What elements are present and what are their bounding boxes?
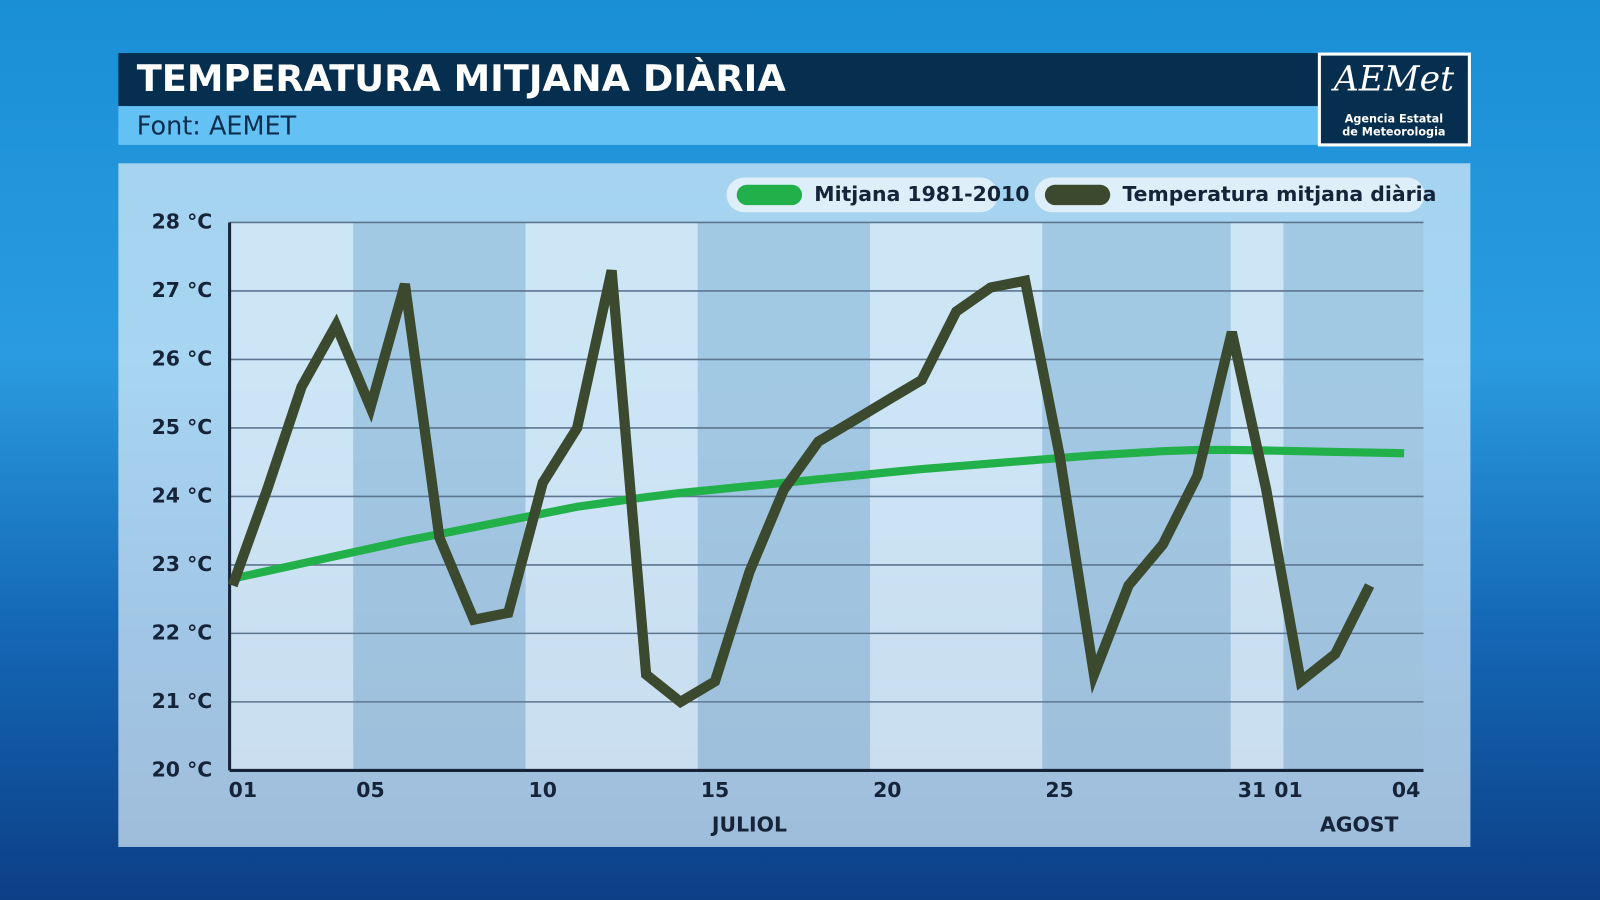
x-tick-label: 15 bbox=[701, 778, 729, 802]
logo-caption: Agencia Estatal bbox=[1345, 112, 1443, 125]
legend-label: Temperatura mitjana diària bbox=[1122, 182, 1436, 206]
legend: Mitjana 1981-2010 Temperatura mitjana dià… bbox=[726, 177, 1436, 213]
y-tick-label: 26 °C bbox=[152, 346, 213, 370]
x-tick-label: 01 bbox=[1274, 778, 1302, 802]
title-bar bbox=[118, 53, 1319, 107]
x-tick-label: 10 bbox=[529, 778, 557, 802]
legend-item bbox=[1034, 177, 1425, 213]
x-tick-label: 20 bbox=[873, 778, 901, 802]
logo-caption: de Meteorologia bbox=[1342, 126, 1445, 139]
x-tick-label: 05 bbox=[356, 778, 384, 802]
plot: 20 °C 21 °C 22 °C 23 °C 24 °C 25 °C 26 °C 27 °C… bbox=[152, 177, 1436, 837]
y-tick-label: 28 °C bbox=[152, 209, 213, 233]
legend-label: Mitjana 1981-2010 bbox=[814, 182, 1029, 206]
y-tick-label: 25 °C bbox=[152, 415, 213, 439]
y-tick-label: 24 °C bbox=[152, 483, 213, 507]
chart-subtitle: Font: AEMET bbox=[137, 112, 297, 142]
logo-text: AEMet bbox=[1331, 60, 1454, 100]
x-tick-label: 01 bbox=[229, 778, 257, 802]
y-tick-label: 21 °C bbox=[152, 689, 213, 713]
series-line bbox=[231, 445, 1405, 583]
legend-swatch bbox=[736, 184, 803, 206]
x-tick-label: 31 bbox=[1238, 778, 1266, 802]
month-label: AGOST bbox=[1320, 813, 1399, 837]
x-tick-label: 04 bbox=[1392, 778, 1420, 802]
legend-swatch bbox=[1044, 184, 1111, 206]
y-tick-label: 22 °C bbox=[152, 620, 213, 644]
y-tick-label: 27 °C bbox=[152, 278, 213, 302]
y-tick-label: 20 °C bbox=[152, 757, 213, 781]
subtitle-bar bbox=[118, 106, 1319, 145]
month-label: JULIOL bbox=[710, 813, 787, 837]
chart-title: TEMPERATURA MITJANA DIÀRIA bbox=[137, 56, 787, 100]
x-tick-label: 25 bbox=[1045, 778, 1073, 802]
logo-box bbox=[1317, 52, 1471, 147]
y-tick-label: 23 °C bbox=[152, 552, 213, 576]
series-line bbox=[227, 269, 1375, 709]
